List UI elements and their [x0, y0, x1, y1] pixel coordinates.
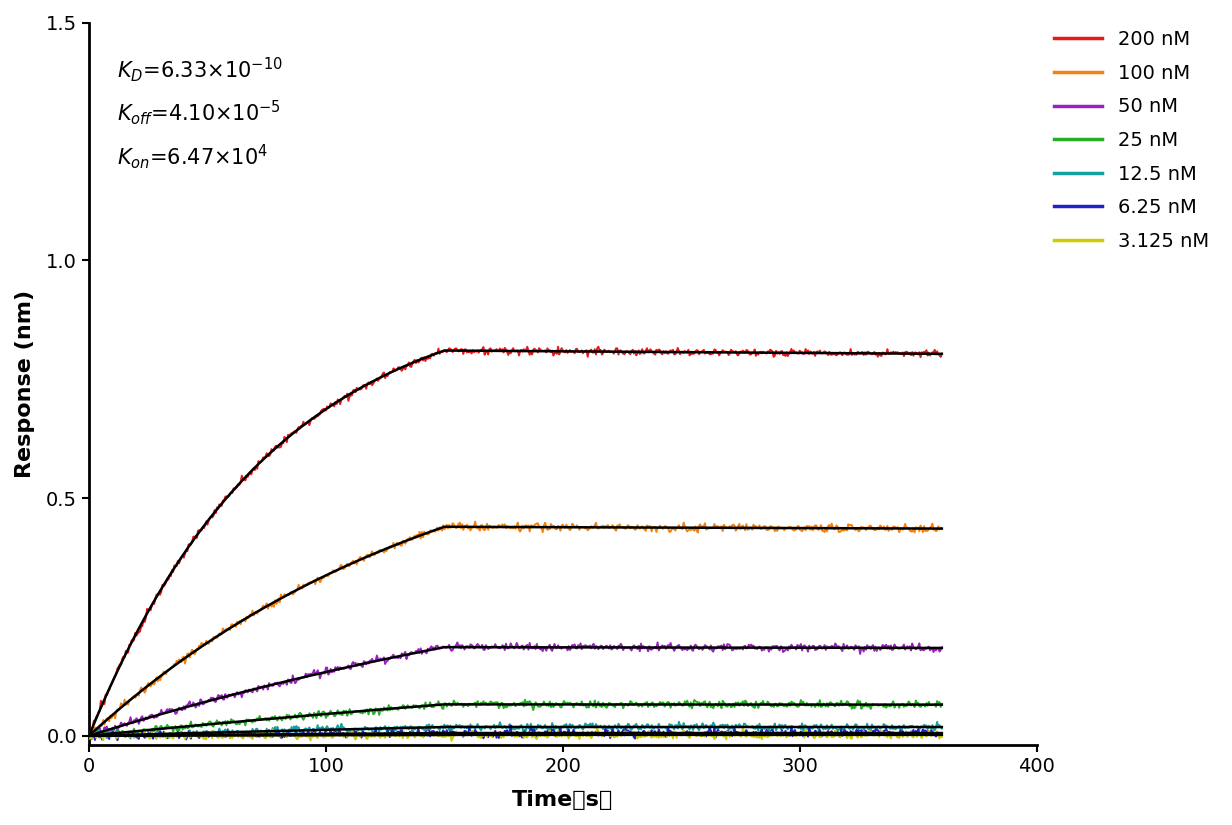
12.5 nM [859, 723, 873, 733]
12.5 nM [81, 728, 96, 738]
25 nM [585, 700, 600, 710]
100 nM [586, 521, 601, 531]
12.5 nM [503, 719, 517, 729]
Text: $K_{off}$=4.10×10$^{-5}$: $K_{off}$=4.10×10$^{-5}$ [117, 98, 281, 127]
3.125 nM [306, 733, 320, 742]
12.5 nM [585, 719, 600, 728]
6.25 nM [586, 729, 601, 739]
3.125 nM [736, 724, 750, 733]
100 nM [83, 732, 97, 742]
Line: 200 nM: 200 nM [89, 346, 941, 735]
50 nM [503, 643, 517, 653]
3.125 nM [669, 733, 684, 742]
3.125 nM [444, 736, 458, 746]
Line: 100 nM: 100 nM [89, 521, 941, 737]
50 nM [270, 677, 285, 687]
3.125 nM [503, 728, 517, 738]
25 nM [81, 734, 96, 744]
200 nM [934, 349, 949, 359]
Y-axis label: Response (nm): Response (nm) [15, 290, 34, 478]
200 nM [81, 730, 96, 740]
200 nM [857, 347, 872, 357]
100 nM [307, 576, 322, 586]
100 nM [81, 730, 96, 740]
6.25 nM [504, 720, 519, 730]
12.5 nM [669, 720, 684, 730]
200 nM [306, 413, 320, 423]
200 nM [269, 441, 283, 450]
50 nM [307, 665, 322, 675]
50 nM [650, 638, 665, 648]
12.5 nM [270, 722, 285, 732]
Legend: 200 nM, 100 nM, 50 nM, 25 nM, 12.5 nM, 6.25 nM, 3.125 nM: 200 nM, 100 nM, 50 nM, 25 nM, 12.5 nM, 6… [1046, 22, 1217, 258]
25 nM [669, 700, 684, 710]
100 nM [468, 516, 483, 526]
6.25 nM [270, 731, 285, 741]
Line: 6.25 nM: 6.25 nM [89, 725, 941, 740]
Text: $K_{on}$=6.47×10$^{4}$: $K_{on}$=6.47×10$^{4}$ [117, 142, 269, 171]
6.25 nM [859, 726, 873, 736]
200 nM [669, 347, 684, 357]
Line: 12.5 nM: 12.5 nM [89, 722, 941, 738]
100 nM [859, 525, 873, 535]
25 nM [857, 701, 872, 711]
6.25 nM [934, 730, 949, 740]
Line: 50 nM: 50 nM [89, 643, 941, 737]
12.5 nM [934, 724, 949, 733]
25 nM [501, 700, 516, 710]
6.25 nM [307, 726, 322, 736]
6.25 nM [110, 735, 124, 745]
12.5 nM [123, 733, 138, 743]
X-axis label: Time（s）: Time（s） [513, 790, 614, 810]
100 nM [670, 523, 685, 533]
Text: $K_D$=6.33×10$^{-10}$: $K_D$=6.33×10$^{-10}$ [117, 55, 283, 84]
12.5 nM [307, 724, 322, 734]
6.25 nM [670, 728, 685, 738]
Line: 25 nM: 25 nM [89, 700, 941, 739]
3.125 nM [585, 731, 600, 741]
100 nM [270, 598, 285, 608]
25 nM [517, 695, 532, 705]
50 nM [81, 731, 96, 741]
50 nM [670, 641, 685, 651]
25 nM [269, 714, 283, 724]
50 nM [859, 645, 873, 655]
6.25 nM [503, 727, 517, 737]
100 nM [504, 523, 519, 533]
50 nM [83, 732, 97, 742]
200 nM [551, 342, 565, 351]
100 nM [934, 524, 949, 534]
200 nM [501, 350, 516, 360]
6.25 nM [81, 730, 96, 740]
12.5 nM [671, 717, 686, 727]
200 nM [585, 347, 600, 357]
50 nM [585, 641, 600, 651]
3.125 nM [269, 729, 283, 739]
50 nM [934, 642, 949, 652]
3.125 nM [859, 731, 873, 741]
Line: 3.125 nM: 3.125 nM [89, 728, 941, 741]
3.125 nM [934, 732, 949, 742]
3.125 nM [81, 733, 96, 743]
25 nM [306, 713, 320, 723]
25 nM [934, 699, 949, 709]
